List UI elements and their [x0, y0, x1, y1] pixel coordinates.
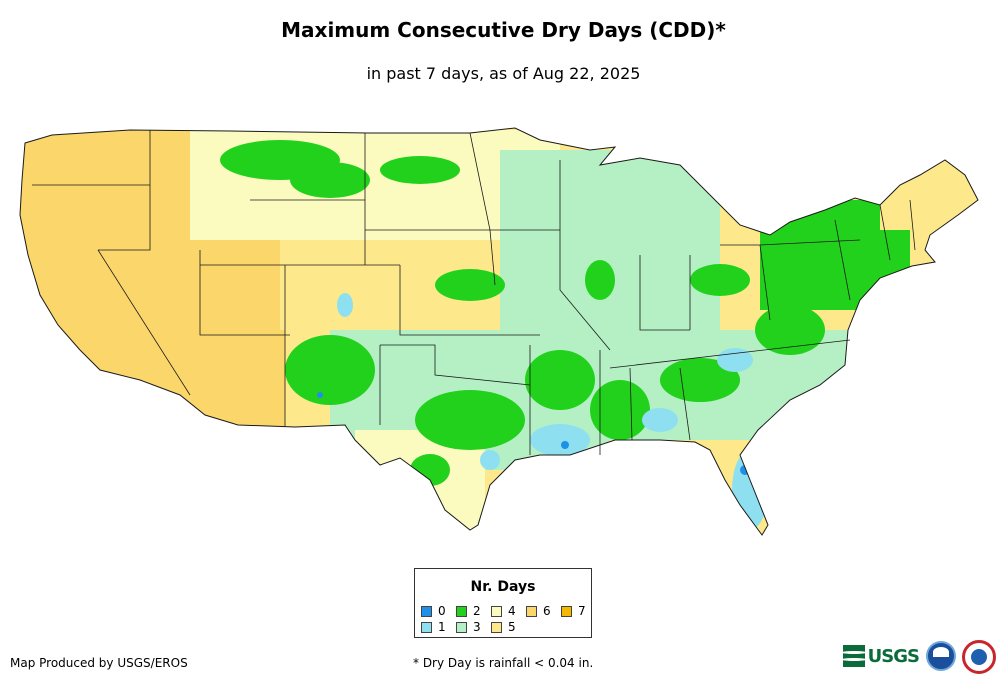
legend-swatch-6 — [526, 605, 537, 617]
legend-item-7: 7 — [561, 604, 586, 618]
legend-swatch-3 — [456, 621, 467, 633]
legend-item-2: 2 — [456, 604, 481, 618]
zone-midwest-3 — [500, 150, 720, 350]
legend-swatch-7 — [561, 605, 572, 617]
legend-label-7: 7 — [578, 604, 586, 618]
legend-item-6: 6 — [526, 604, 551, 618]
map-title: Maximum Consecutive Dry Days (CDD)* — [281, 18, 726, 42]
legend-label-4: 4 — [508, 604, 516, 618]
nws-logo-icon — [962, 640, 996, 674]
legend-swatch-4 — [491, 605, 502, 617]
legend-label-0: 0 — [438, 604, 446, 618]
legend-label-2: 2 — [473, 604, 481, 618]
map-credit: Map Produced by USGS/EROS — [10, 656, 188, 670]
legend-swatch-5 — [491, 621, 502, 633]
usgs-logo-text: USGS — [867, 645, 920, 667]
map-subtitle: in past 7 days, as of Aug 22, 2025 — [366, 64, 641, 83]
legend: Nr. Days 0 1 2 3 4 5 6 — [414, 568, 592, 638]
usgs-logo: USGS — [843, 643, 920, 669]
legend-swatch-1 — [421, 621, 432, 633]
legend-swatch-0 — [421, 605, 432, 617]
legend-label-1: 1 — [438, 620, 446, 634]
zones-2-days — [220, 140, 825, 486]
legend-label-6: 6 — [543, 604, 551, 618]
usgs-wave-icon — [843, 645, 865, 667]
legend-item-5: 5 — [491, 620, 516, 634]
noaa-logo-icon — [926, 641, 956, 671]
legend-title: Nr. Days — [470, 579, 536, 595]
legend-item-1: 1 — [421, 620, 446, 634]
cdd-zones — [20, 128, 978, 535]
legend-item-4: 4 — [491, 604, 516, 618]
legend-item-0: 0 — [421, 604, 446, 618]
dry-day-footnote: * Dry Day is rainfall < 0.04 in. — [413, 656, 594, 670]
legend-label-3: 3 — [473, 620, 481, 634]
state-borders — [32, 130, 916, 455]
legend-swatch-2 — [456, 605, 467, 617]
legend-label-5: 5 — [508, 620, 516, 634]
legend-item-3: 3 — [456, 620, 481, 634]
